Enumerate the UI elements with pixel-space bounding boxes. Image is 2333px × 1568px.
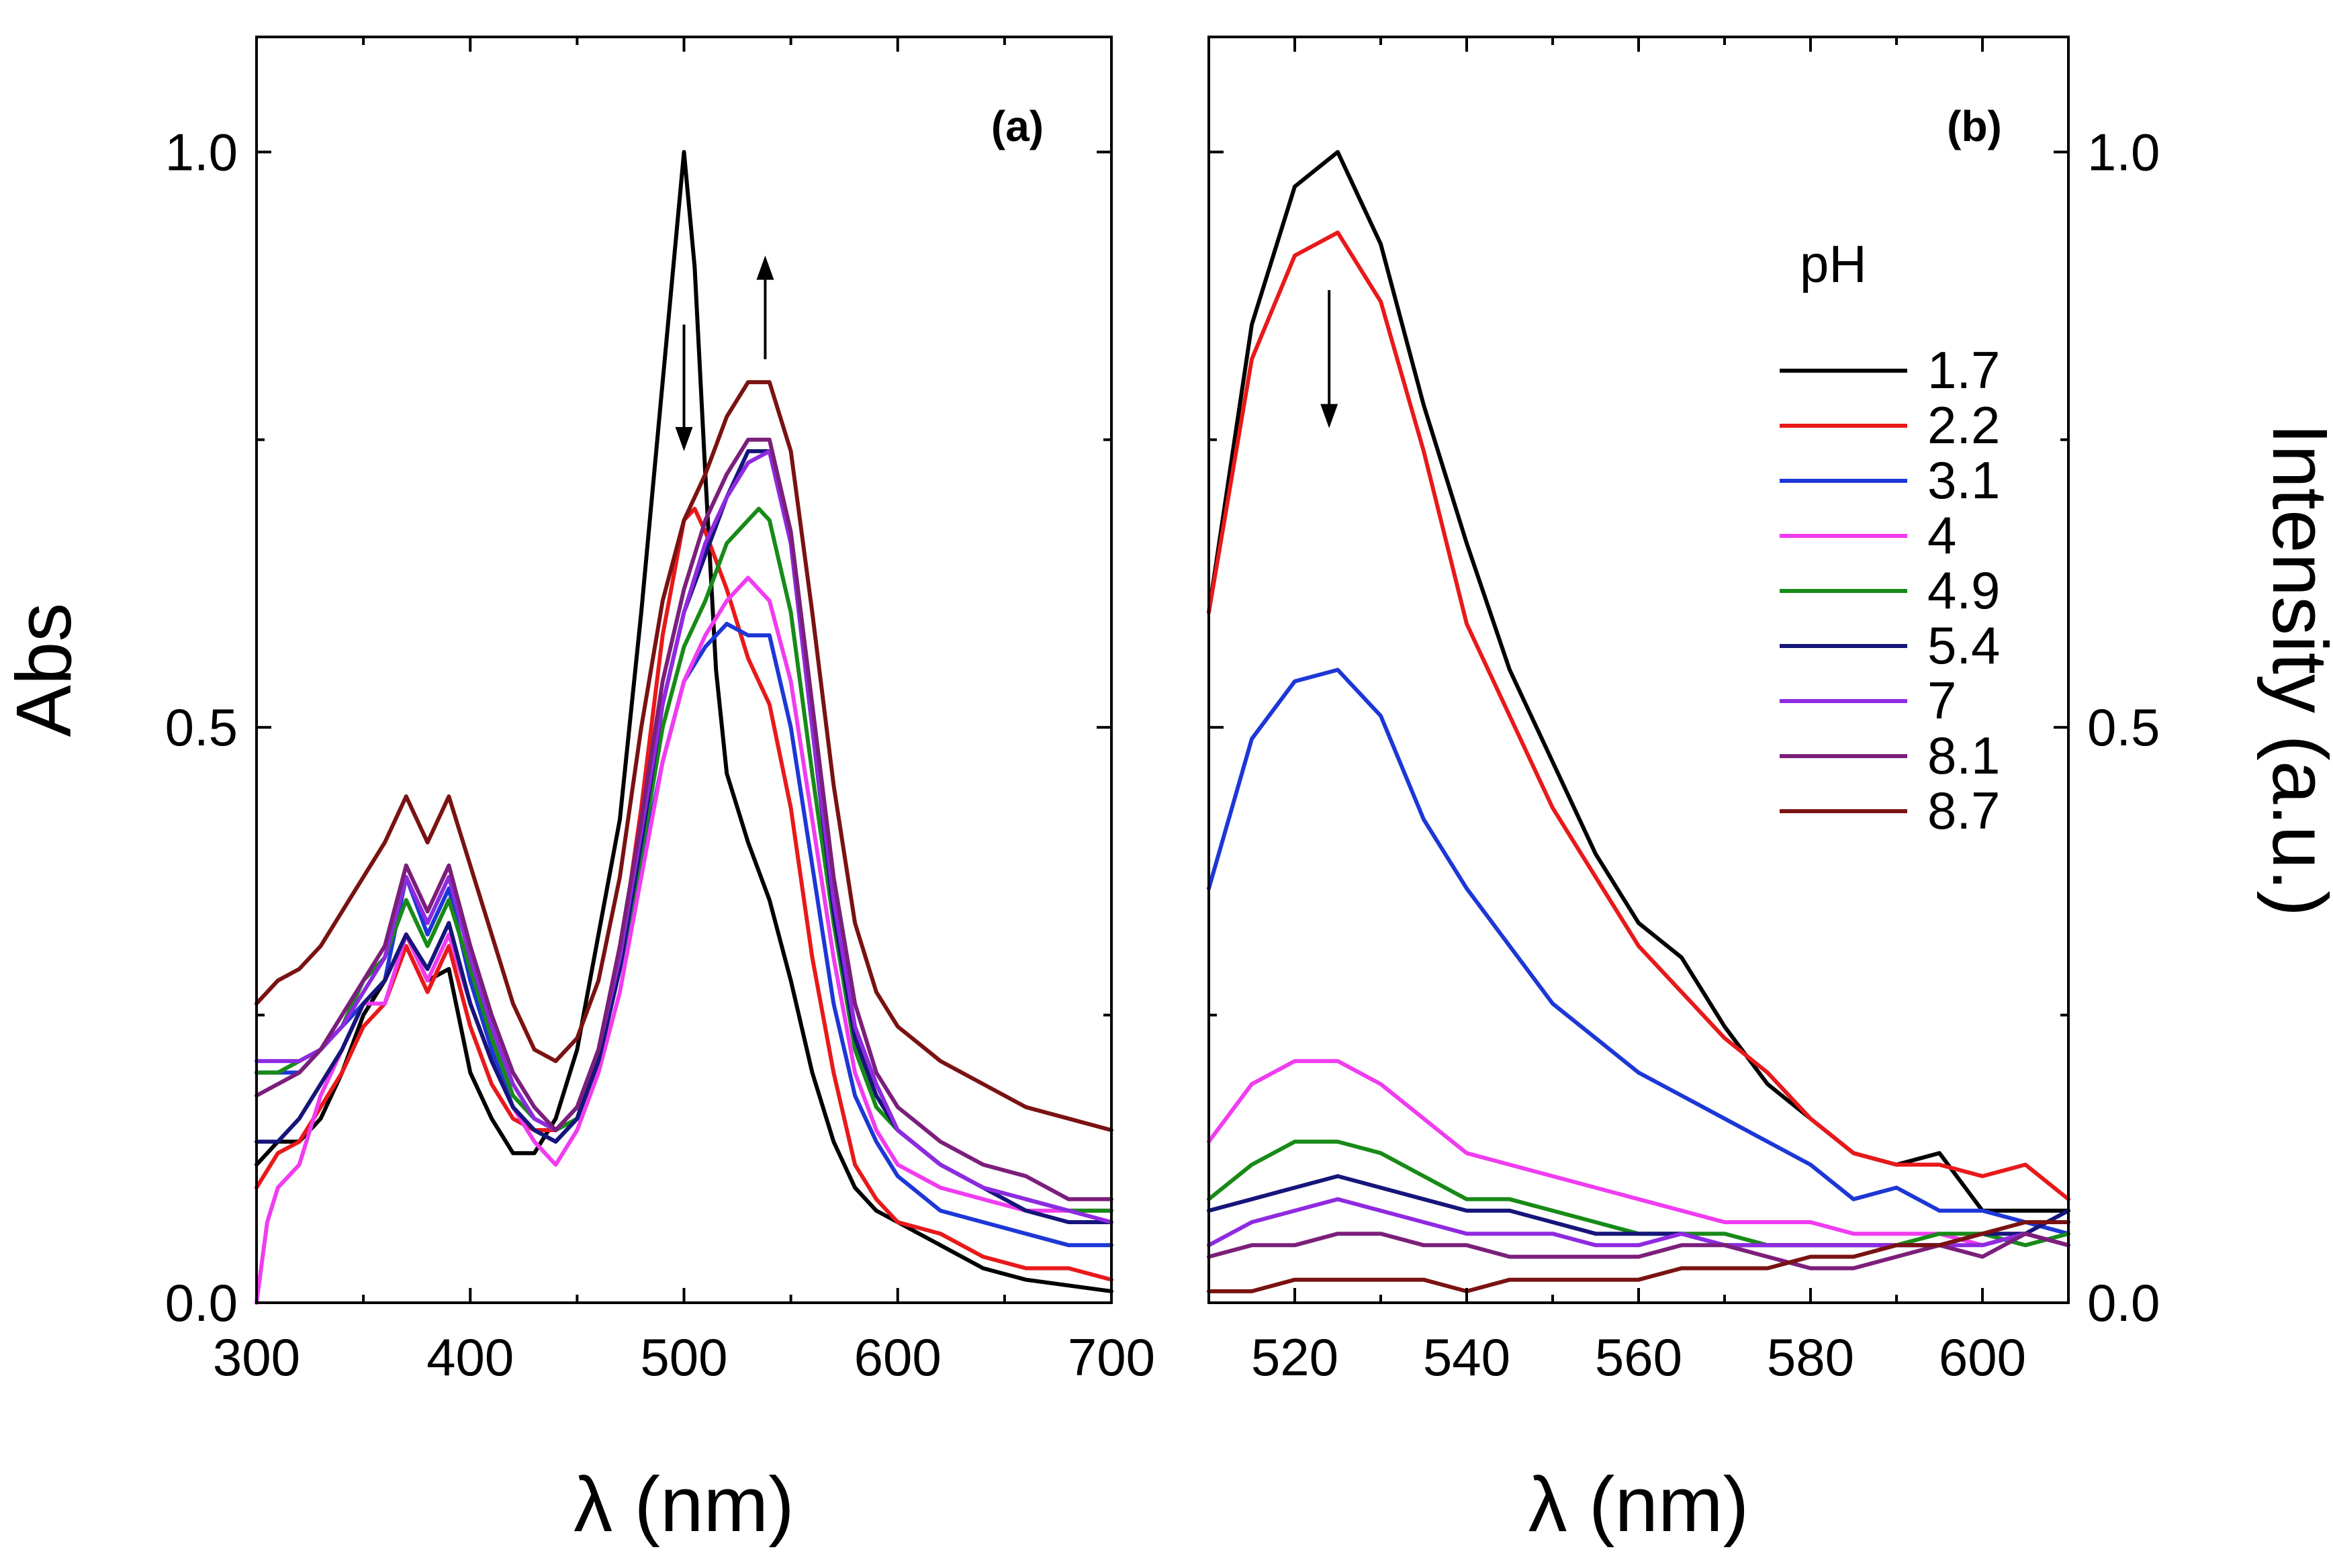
legend-label: 4.9 — [1927, 561, 2000, 620]
legend-label: 8.7 — [1927, 781, 2000, 840]
y-tick-label: 0.5 — [2087, 698, 2160, 757]
legend-label: 4 — [1927, 506, 1956, 565]
legend-label: 1.7 — [1927, 340, 2000, 400]
legend-label: 8.1 — [1927, 726, 2000, 785]
legend-label: 2.2 — [1927, 396, 2000, 455]
y-axis-label: Abs — [0, 603, 87, 737]
x-tick-label: 560 — [1595, 1328, 1682, 1387]
x-axis-label: λ (nm) — [1528, 1461, 1749, 1548]
series-line-ph-7 — [1207, 1197, 2070, 1248]
x-tick-label: 300 — [213, 1328, 300, 1387]
x-tick-label: 580 — [1767, 1328, 1854, 1387]
series-line-ph-3-1 — [1207, 667, 2070, 1236]
series-line-ph-8-1 — [1207, 1232, 2070, 1271]
x-tick-label: 400 — [426, 1328, 514, 1387]
y-tick-label: 0.0 — [2087, 1273, 2160, 1332]
legend-label: 3.1 — [1927, 451, 2000, 510]
panel-a: 300 400 500 600 700 0.0 0.5 1.0 λ (nm) Abs (a) — [0, 36, 1155, 1548]
series-line-ph-8-7 — [1207, 1220, 2070, 1293]
series-line-ph-2-2 — [1207, 230, 2070, 1201]
x-tick-label: 500 — [640, 1328, 727, 1387]
arrow-head-down — [675, 426, 693, 451]
legend-title: pH — [1800, 234, 1867, 293]
panel-label: (a) — [991, 102, 1044, 150]
legend-label: 7 — [1927, 671, 1956, 730]
panel-b: 520 540 560 580 600 0.0 0.5 1.0 λ (nm) Intensity … — [1207, 36, 2333, 1548]
x-tick-label: 540 — [1423, 1328, 1510, 1387]
y-tick-label: 1.0 — [2087, 122, 2160, 181]
arrow-head-down — [1320, 404, 1338, 428]
series-line-ph-5-4 — [255, 449, 1113, 1224]
x-tick-label: 600 — [1939, 1328, 2026, 1387]
y-axis-label: Intensity (a.u.) — [2256, 423, 2333, 917]
panel-label: (b) — [1947, 102, 2002, 150]
series-line-ph-4-9 — [1207, 1140, 2070, 1248]
x-tick-label: 520 — [1251, 1328, 1338, 1387]
arrow-head-up — [756, 255, 774, 280]
series-line-ph-8-7 — [255, 380, 1113, 1132]
series-line-ph-4 — [1207, 1059, 2070, 1248]
series-line-ph-1-7 — [255, 150, 1113, 1293]
y-tick-label: 1.0 — [165, 122, 238, 181]
x-tick-label: 600 — [854, 1328, 942, 1387]
series-line-ph-1-7 — [1207, 150, 2070, 1213]
series-line-ph-8-1 — [255, 437, 1113, 1201]
x-axis-label: λ (nm) — [574, 1461, 794, 1548]
series-line-ph-7 — [255, 449, 1113, 1224]
plot-frame — [255, 36, 1113, 1304]
x-tick-label: 700 — [1068, 1328, 1155, 1387]
series-line-ph-3-1 — [255, 622, 1113, 1248]
legend-label: 5.4 — [1927, 616, 2000, 675]
y-tick-label: 0.5 — [165, 698, 238, 757]
y-tick-label: 0.0 — [165, 1273, 238, 1332]
